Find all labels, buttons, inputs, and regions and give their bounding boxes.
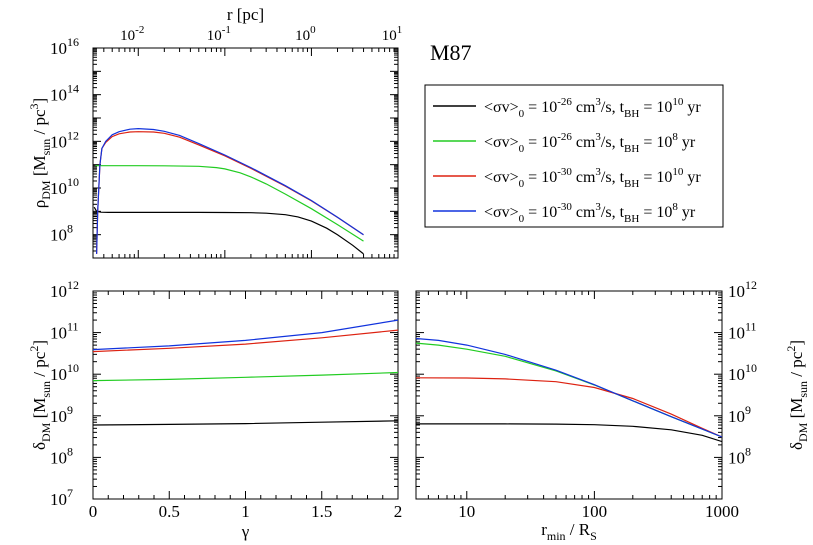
x-tick-label: 10 <box>458 502 475 521</box>
x-tick-label: 0 <box>89 502 98 521</box>
x-axis-label: rmin / RS <box>541 520 597 543</box>
series-line-blue <box>416 337 722 438</box>
y-tick-label: 1011 <box>728 320 757 343</box>
y-tick-exponent: 16 <box>67 35 79 49</box>
y-tick-label: 1010 <box>728 361 757 384</box>
y-axis-label: δDM [Msun / pc2] <box>27 340 53 450</box>
series-line-black <box>93 420 398 426</box>
x-tick-label: 2 <box>394 502 403 521</box>
y-tick-label: 10 <box>50 132 67 151</box>
y-tick-label: 10 <box>50 39 67 58</box>
y-tick-exponent: 8 <box>67 222 73 236</box>
y-tick-label: 109 <box>728 403 751 426</box>
legend-label: <σv>0 = 10-30 cm3/s, tBH = 1010 yr <box>484 166 701 190</box>
series-line-red <box>416 377 722 438</box>
y-tick-exponent: 8 <box>67 444 73 458</box>
y-tick-exponent: 11 <box>67 320 79 334</box>
legend: <σv>0 = 10-26 cm3/s, tBH = 1010 yr <σv>0 … <box>424 84 724 228</box>
y-tick-label: 10 <box>50 226 67 245</box>
y-tick-label: 10 <box>50 282 67 301</box>
x-tick-label: 10-1 <box>207 24 231 44</box>
legend-box <box>424 84 724 228</box>
y-tick-exponent: 12 <box>67 128 79 142</box>
y-tick-exponent: 7 <box>67 486 73 500</box>
plot-frame <box>92 47 399 259</box>
y-tick-label: 10 <box>50 86 67 105</box>
series-line-green <box>93 371 398 382</box>
y-tick-label: 10 <box>50 179 67 198</box>
x-tick-label: 100 <box>295 24 316 44</box>
x-tick-label: 101 <box>382 24 403 44</box>
delta-rmin-panel: 108 109 1010 1011 1012 10 100 1000 rmin / RS δDM … <box>415 278 810 543</box>
y-tick-label: 10 <box>50 324 67 343</box>
series-line-black <box>93 206 364 255</box>
legend-label: <σv>0 = 10-26 cm3/s, tBH = 108 yr <box>484 131 696 155</box>
x-tick-label: 1000 <box>705 502 739 521</box>
y-tick-label: 10 <box>50 448 67 467</box>
y-tick-exponent: 10 <box>67 361 79 375</box>
series-line-green <box>95 165 364 242</box>
x-tick-label: 0.5 <box>159 502 180 521</box>
series-line-blue <box>96 127 364 254</box>
y-axis-label: δDM [Msun / pc2] <box>784 340 810 450</box>
y-tick-exponent: 12 <box>67 278 79 292</box>
series-line-red <box>93 329 398 353</box>
y-tick-label: 10 <box>50 365 67 384</box>
y-tick-label: 108 <box>728 444 751 467</box>
plot-frame <box>92 290 399 500</box>
x-tick-label: 100 <box>582 502 608 521</box>
series-line-blue <box>93 319 398 351</box>
y-tick-exponent: 14 <box>67 82 79 96</box>
plot-frame <box>415 290 723 500</box>
x-tick-label: 10-2 <box>120 24 144 44</box>
legend-label: <σv>0 = 10-26 cm3/s, tBH = 1010 yr <box>484 96 701 120</box>
y-axis-label: ρDM [Msun / pc3] <box>27 98 53 208</box>
x-tick-label: 1.5 <box>311 502 332 521</box>
y-tick-label: 1012 <box>728 278 757 301</box>
series-line-red <box>96 131 364 254</box>
figure-title: M87 <box>430 40 472 65</box>
x-tick-label: 1 <box>241 502 250 521</box>
y-tick-label: 10 <box>50 490 67 509</box>
series-line-black <box>416 423 722 443</box>
legend-label: <σv>0 = 10-30 cm3/s, tBH = 108 yr <box>484 201 696 225</box>
series-line-green <box>416 342 722 438</box>
x-axis-label: r [pc] <box>227 5 264 24</box>
y-tick-exponent: 9 <box>67 403 73 417</box>
x-axis-label: γ <box>241 522 250 541</box>
y-tick-label: 10 <box>50 407 67 426</box>
y-tick-exponent: 10 <box>67 175 79 189</box>
